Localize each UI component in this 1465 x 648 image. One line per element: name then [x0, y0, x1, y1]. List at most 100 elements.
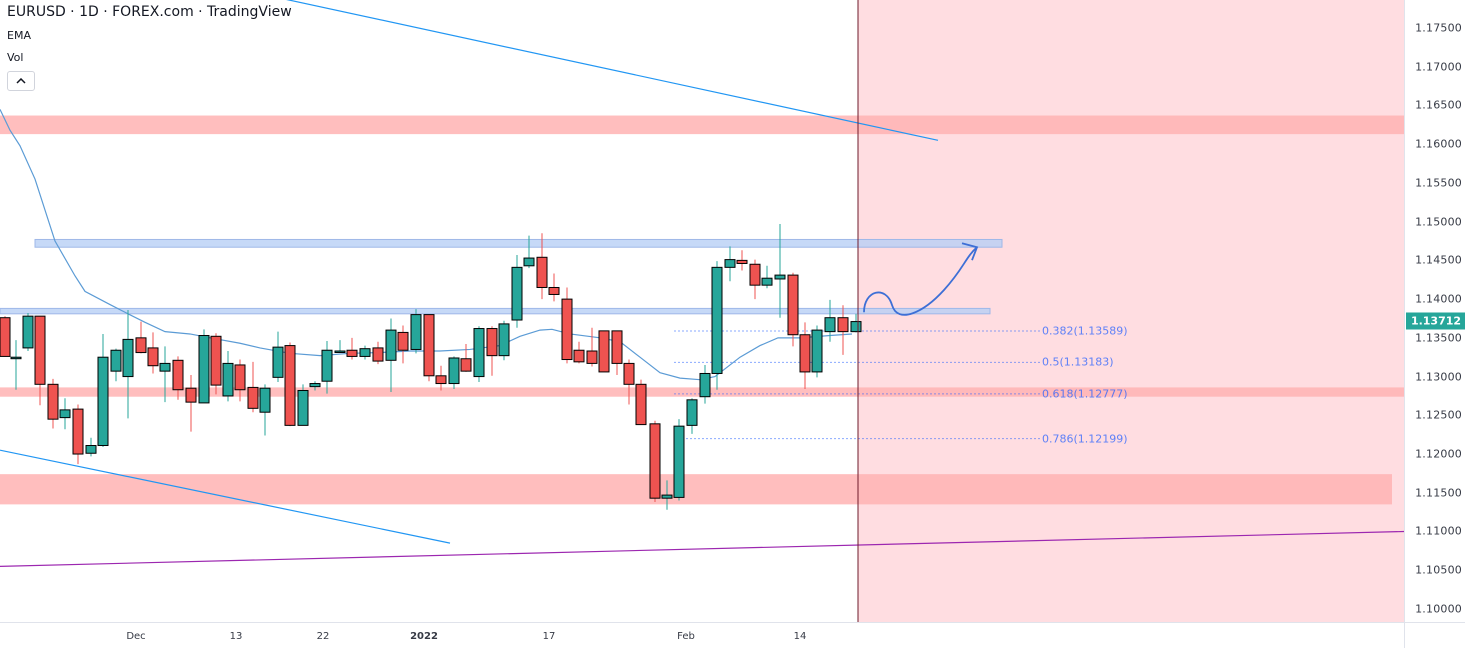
candle-body — [573, 349, 585, 363]
candle-body — [749, 263, 761, 286]
projection-arrow — [863, 246, 978, 316]
time-axis[interactable]: Dec 13 22 2022 17 Feb 14 — [0, 622, 1404, 648]
candle-body — [334, 350, 346, 354]
candle-body — [673, 425, 685, 498]
price-axis[interactable]: 1.13712 1.17500 1.17000 1.16500 1.16000 1.15… — [1404, 0, 1465, 622]
candle-body — [486, 328, 498, 357]
candle-body — [724, 259, 736, 268]
indicator-ema-label[interactable]: EMA — [7, 29, 31, 42]
price-tick-label: 1.14000 — [1415, 292, 1462, 306]
resistance-zone-1.147 — [34, 238, 1003, 248]
candle-body — [284, 345, 296, 426]
time-tick-label: 13 — [229, 631, 243, 642]
candle-body — [799, 334, 811, 373]
candle-body — [761, 277, 773, 286]
candle-body — [699, 372, 711, 398]
candle-body — [22, 315, 34, 349]
resistance-zone-1.1385 — [0, 307, 991, 315]
candle-body — [346, 349, 358, 357]
candle-body — [372, 347, 384, 362]
candle-body — [787, 274, 799, 336]
candle-body — [536, 256, 548, 288]
candle-body — [321, 349, 333, 382]
candle-body — [661, 494, 673, 499]
candle-body — [159, 362, 171, 372]
candle-body — [359, 348, 371, 357]
price-tick-label: 1.10500 — [1415, 563, 1462, 577]
time-tick-label: Dec — [126, 631, 146, 642]
candle-body — [623, 362, 635, 385]
candle-body — [147, 347, 159, 367]
price-tick-label: 1.17500 — [1415, 21, 1462, 35]
candle-body — [423, 314, 435, 377]
time-tick-label: 14 — [793, 631, 807, 642]
price-tick-label: 1.16000 — [1415, 137, 1462, 151]
descending-trendline-upper — [286, 0, 939, 141]
last-price-badge: 1.13712 — [1406, 312, 1465, 330]
price-tick-label: 1.10000 — [1415, 602, 1462, 616]
fib-level-label: 0.382(1.13589) — [1042, 324, 1128, 338]
indicator-vol-label[interactable]: Vol — [7, 51, 24, 64]
price-tick-label: 1.11500 — [1415, 486, 1462, 500]
price-tick-label: 1.12000 — [1415, 447, 1462, 461]
candle-body — [47, 383, 59, 420]
candle-body — [135, 337, 147, 354]
candle-body — [635, 383, 647, 426]
candle-body — [561, 298, 573, 361]
candle-body — [598, 330, 610, 373]
candlestick-chart[interactable] — [0, 0, 1404, 622]
descending-trendline-lower — [0, 449, 451, 544]
price-tick-label: 1.15500 — [1415, 176, 1462, 190]
candle-body — [397, 331, 409, 351]
candle-body — [523, 257, 535, 267]
candle-body — [247, 386, 259, 409]
candle-body — [824, 317, 836, 333]
candle-body — [448, 357, 460, 385]
candle-body — [460, 358, 472, 372]
candle-body — [473, 328, 485, 378]
candle-body — [72, 408, 84, 455]
price-tick-label: 1.16500 — [1415, 98, 1462, 112]
time-tick-label: 2022 — [410, 631, 438, 642]
supply-zone-top — [0, 115, 1404, 135]
collapse-legend-button[interactable] — [7, 71, 35, 91]
candle-body — [736, 259, 748, 264]
fib-level-label: 0.786(1.12199) — [1042, 432, 1128, 446]
candle-body — [435, 375, 447, 385]
candle-body — [110, 349, 122, 372]
fib-level-label: 0.5(1.13183) — [1042, 355, 1114, 369]
candle-body — [210, 335, 222, 386]
price-tick-label: 1.17000 — [1415, 60, 1462, 74]
time-tick-label: Feb — [677, 631, 695, 642]
candle-body — [586, 350, 598, 364]
support-zone-1.115 — [0, 474, 1392, 505]
candle-body — [850, 321, 862, 333]
price-tick-label: 1.13500 — [1415, 331, 1462, 345]
arrow-head-icon — [961, 242, 979, 261]
candle-body — [649, 423, 661, 499]
candle-body — [172, 359, 184, 391]
chevron-up-icon — [16, 78, 26, 84]
price-tick-label: 1.12500 — [1415, 408, 1462, 422]
candle-body — [272, 346, 284, 378]
candle-body — [385, 329, 397, 361]
candle-body — [498, 323, 510, 357]
price-tick-label: 1.13000 — [1415, 370, 1462, 384]
candle-body — [34, 315, 46, 385]
price-tick-label: 1.14500 — [1415, 253, 1462, 267]
price-tick-label: 1.15000 — [1415, 215, 1462, 229]
candle-body — [259, 387, 271, 413]
candle-body — [185, 387, 197, 403]
candle-body — [774, 274, 786, 280]
candle-body — [811, 329, 823, 373]
candle-body — [222, 362, 234, 397]
time-tick-label: 17 — [542, 631, 556, 642]
candle-body — [837, 317, 849, 333]
candle-body — [410, 314, 422, 350]
candle-body — [548, 286, 560, 295]
chart-pane[interactable]: 0.382(1.13589) 0.5(1.13183) 0.618(1.12777)… — [0, 0, 1404, 622]
chart-legend: EURUSD · 1D · FOREX.com · TradingView EM… — [7, 4, 292, 91]
candle-body — [122, 338, 134, 378]
symbol-title[interactable]: EURUSD · 1D · FOREX.com · TradingView — [7, 4, 292, 20]
candle-body — [198, 335, 210, 404]
